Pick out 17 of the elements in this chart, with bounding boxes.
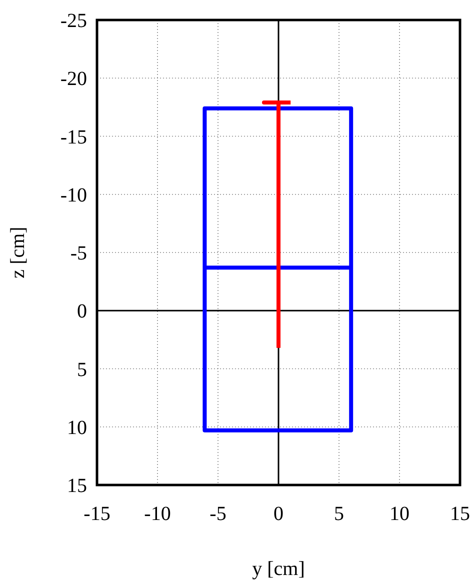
x-tick-label: 0 xyxy=(274,503,284,525)
y-tick-label: 15 xyxy=(67,475,87,497)
x-tick-label: 10 xyxy=(390,503,410,525)
y-tick-label: 0 xyxy=(77,300,87,323)
x-tick-label: -10 xyxy=(144,503,171,525)
y-tick-label: -20 xyxy=(60,68,87,90)
y-tick-label: -10 xyxy=(60,184,87,206)
x-axis-title: y [cm] xyxy=(252,558,305,580)
y-axis-title: z [cm] xyxy=(7,226,29,278)
y-tick-label: -5 xyxy=(70,242,87,264)
y-tick-label: -15 xyxy=(60,126,87,148)
y-tick-label: 5 xyxy=(77,358,87,381)
y-tick-label: -25 xyxy=(60,10,87,32)
y-tick-label: 10 xyxy=(67,416,87,439)
x-tick-label: -5 xyxy=(210,503,226,525)
x-tick-label: 15 xyxy=(450,503,470,525)
x-tick-label: 5 xyxy=(334,503,344,525)
